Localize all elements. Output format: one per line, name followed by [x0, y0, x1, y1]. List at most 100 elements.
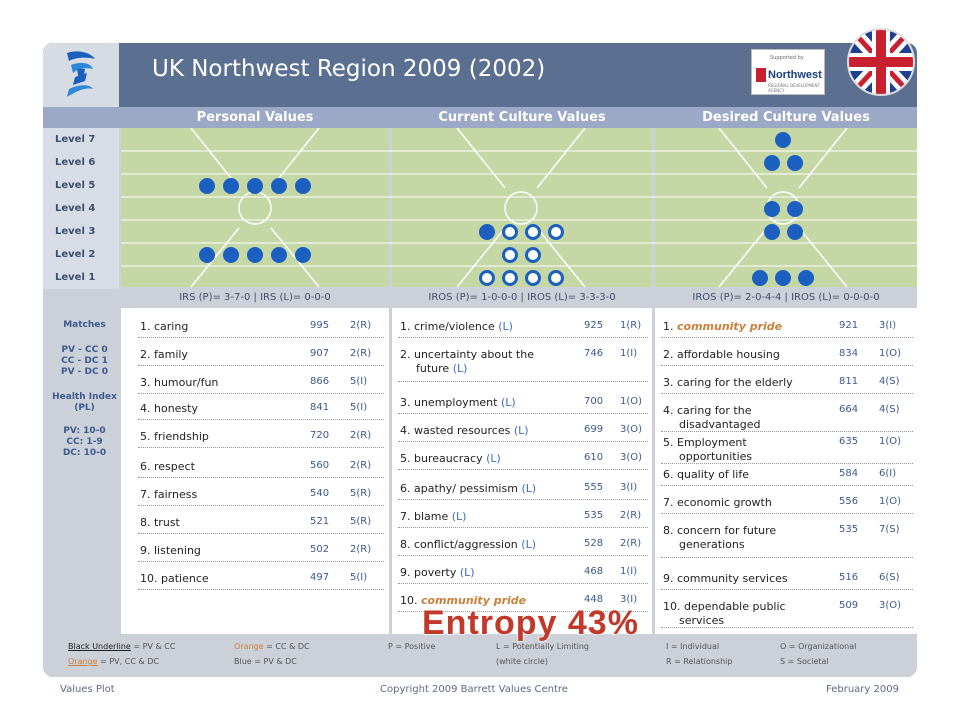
col-head-desired: Desired Culture Values: [702, 110, 870, 125]
list-item: 4. wasted resources (L) 699 3(O): [398, 422, 648, 442]
footer-center: Copyright 2009 Barrett Values Centre: [380, 684, 568, 695]
barrett-logo-icon: [67, 51, 95, 97]
list-item: 7. blame (L) 535 2(R): [398, 508, 648, 528]
sponsor-mark-icon: [756, 68, 766, 82]
col-head-current: Current Culture Values: [438, 110, 606, 125]
positive-value-dot: [223, 178, 239, 194]
value-code: 2(R): [620, 510, 642, 521]
limiting-value-dot: [547, 270, 564, 286]
legend-societal: S = Societal: [780, 657, 829, 666]
value-name: 4. caring for the disadvantaged: [663, 404, 761, 431]
positive-value-dot: [775, 270, 791, 286]
positive-value-dot: [271, 178, 287, 194]
value-votes: 468: [584, 566, 604, 577]
list-item: 5. bureaucracy (L) 610 3(O): [398, 450, 648, 470]
value-votes: 921: [839, 320, 859, 331]
health-title: Health Index (PL): [52, 392, 117, 413]
value-code: 1(R): [620, 320, 642, 331]
list-item: 5. Employment opportunities 635 1(O): [661, 434, 913, 464]
legend-organizational: O = Organizational: [780, 642, 857, 651]
list-item: 3. unemployment (L) 700 1(O): [398, 394, 648, 414]
positive-value-dot: [247, 178, 263, 194]
value-votes: 811: [839, 376, 859, 387]
value-name: 8. conflict/aggression (L): [400, 538, 536, 551]
positive-value-dot: [798, 270, 814, 286]
matches-row: PV - CC 0: [61, 345, 108, 355]
value-code: 1(I): [620, 566, 638, 577]
list-item: 1. crime/violence (L) 925 1(R): [398, 318, 648, 338]
value-votes: 516: [839, 572, 859, 583]
value-votes: 584: [839, 468, 859, 479]
value-code: 4(S): [879, 404, 900, 415]
value-code: 3(I): [879, 320, 897, 331]
positive-value-dot: [199, 178, 215, 194]
value-votes: 535: [839, 524, 859, 535]
list-item: 8. concern for future generations 535 7(S): [661, 522, 913, 558]
value-name: 3. humour/fun: [140, 376, 219, 389]
value-code: 1(O): [879, 436, 902, 447]
value-votes: 700: [584, 396, 604, 407]
list-area: [121, 308, 917, 634]
value-name: 3. caring for the elderly: [663, 376, 793, 389]
value-name: 7. blame (L): [400, 510, 467, 523]
value-name: 2. uncertainty about the future (L): [400, 348, 534, 375]
col-head-personal: Personal Values: [196, 110, 314, 125]
value-code: 5(I): [350, 402, 368, 413]
positive-value-dot: [752, 270, 768, 286]
legend-limiting: L = Potentially Limiting: [496, 642, 589, 651]
level-label: Level 4: [43, 197, 119, 220]
health-row: CC: 1-9: [66, 437, 103, 447]
value-votes: 535: [584, 510, 604, 521]
health-row: DC: 10-0: [62, 448, 107, 458]
value-code: 3(I): [620, 482, 638, 493]
value-code: 1(O): [879, 348, 902, 359]
footer-left: Values Plot: [60, 684, 115, 695]
limiting-value-dot: [547, 224, 564, 240]
value-name: 4. honesty: [140, 402, 198, 415]
positive-value-dot: [247, 247, 263, 263]
value-votes: 925: [584, 320, 604, 331]
divider: [389, 308, 392, 634]
value-code: 5(R): [350, 516, 372, 527]
positive-value-dot: [786, 155, 803, 171]
positive-value-dot: [199, 247, 215, 263]
level-label: Level 6: [43, 151, 119, 174]
legend-black-underline: Black Underline = PV & CC: [68, 642, 176, 651]
value-name: 9. community services: [663, 572, 788, 585]
limiting-value-dot: [501, 247, 518, 263]
value-code: 1(O): [620, 396, 643, 407]
value-votes: 746: [584, 348, 604, 359]
value-name: 10. community pride: [400, 594, 527, 607]
list-item: 9. listening 502 2(R): [138, 542, 384, 562]
value-code: 2(R): [350, 320, 372, 331]
value-code: 3(O): [620, 452, 643, 463]
value-name: 7. economic growth: [663, 496, 772, 509]
legend-individual: I = Individual: [666, 642, 720, 651]
value-code: 6(I): [879, 468, 897, 479]
list-item: 6. quality of life 584 6(I): [661, 466, 913, 486]
value-code: 2(R): [350, 430, 372, 441]
footer-right: February 2009: [826, 684, 899, 695]
positive-value-dot: [295, 178, 311, 194]
positive-value-dot: [763, 201, 780, 217]
value-votes: 540: [310, 488, 330, 499]
panel-current: [392, 128, 652, 287]
list-item: 10. patience 497 5(I): [138, 570, 384, 590]
value-votes: 528: [584, 538, 604, 549]
matches-panel: Matches PV - CC 0 CC - DC 1 PV - DC 0 He…: [48, 320, 121, 459]
level-label: Level 7: [43, 128, 119, 151]
list-item: 6. respect 560 2(R): [138, 458, 384, 478]
level-label: Level 5: [43, 174, 119, 197]
value-code: 3(I): [620, 594, 638, 605]
value-code: 1(I): [620, 348, 638, 359]
legend-white-circle: (white circle): [496, 657, 548, 666]
value-name: 6. apathy/ pessimism (L): [400, 482, 537, 495]
value-votes: 521: [310, 516, 330, 527]
levels-grid: [121, 128, 917, 288]
value-name: 3. unemployment (L): [400, 396, 516, 409]
level-label: Level 3: [43, 220, 119, 243]
health-row: PV: 10-0: [63, 426, 106, 436]
list-item: 5. friendship 720 2(R): [138, 428, 384, 448]
value-votes: 502: [310, 544, 330, 555]
value-votes: 560: [310, 460, 330, 471]
